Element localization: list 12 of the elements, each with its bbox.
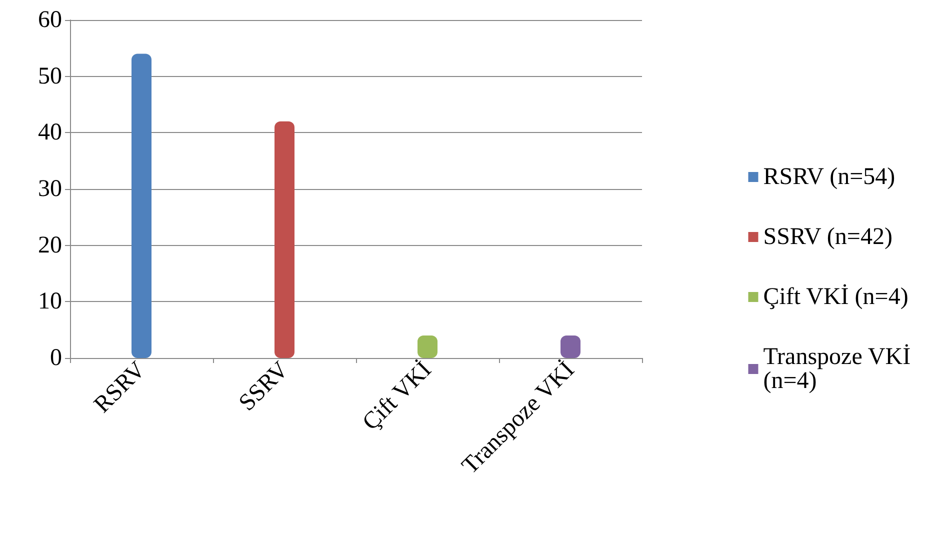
y-tick-label: 60 bbox=[38, 7, 62, 33]
legend-label: Çift VKİ (n=4) bbox=[763, 284, 908, 310]
y-tick-label: 30 bbox=[38, 176, 62, 202]
legend-label: Transpoze VKİ (n=4) bbox=[763, 344, 917, 394]
y-tick-label: 0 bbox=[50, 345, 62, 371]
y-tick-label: 20 bbox=[38, 232, 62, 258]
legend-label: SSRV (n=42) bbox=[763, 224, 892, 250]
y-tick-label: 50 bbox=[38, 63, 62, 90]
x-tick-label: Çift VKİ bbox=[358, 356, 437, 436]
legend-label: RSRV (n=54) bbox=[763, 164, 896, 190]
y-tick-label: 40 bbox=[38, 120, 62, 146]
y-tick-label: 10 bbox=[38, 288, 62, 315]
